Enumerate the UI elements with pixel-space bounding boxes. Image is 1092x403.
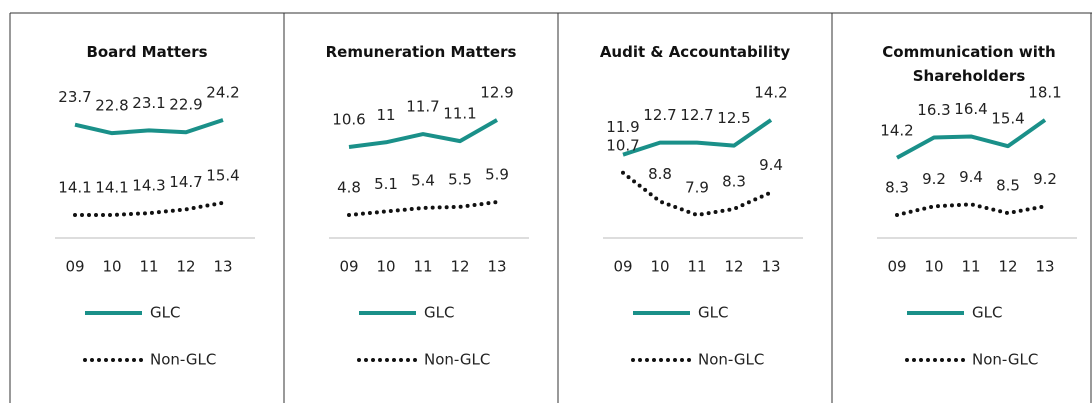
data-label: 24.2: [206, 84, 239, 102]
data-label: 22.8: [95, 97, 128, 115]
data-label: 5.4: [411, 171, 435, 189]
x-tick-label: 12: [450, 258, 469, 276]
data-label: 15.4: [991, 110, 1024, 128]
data-label: 4.8: [337, 179, 361, 197]
series-line: [74, 118, 224, 136]
data-label: 9.2: [1033, 170, 1057, 188]
x-tick-label: 12: [176, 258, 195, 276]
data-label: 10.6: [332, 110, 365, 128]
x-tick-label: 13: [761, 258, 780, 276]
data-label: 14.7: [169, 173, 202, 191]
legend-label: GLC: [698, 304, 728, 322]
x-tick-label: 09: [887, 258, 906, 276]
data-label: 12.7: [643, 106, 676, 124]
data-label: 8.5: [996, 177, 1020, 195]
panel-title: Communication with Shareholders: [882, 43, 1056, 85]
legend-label: Non-GLC: [972, 351, 1038, 369]
data-label: 9.4: [959, 168, 983, 186]
data-label: 18.1: [1028, 84, 1061, 102]
x-tick-label: 09: [613, 258, 632, 276]
data-label: 12.7: [680, 106, 713, 124]
x-tick-label: 11: [413, 258, 432, 276]
x-tick-label: 10: [102, 258, 121, 276]
series-line: [896, 118, 1047, 160]
data-label: 14.1: [58, 179, 91, 197]
data-label: 15.4: [206, 166, 239, 184]
series-line: [895, 202, 1047, 217]
data-label: 8.3: [722, 172, 746, 190]
data-label: 14.1: [95, 179, 128, 197]
data-label: 16.3: [917, 101, 950, 119]
data-label: 23.7: [58, 88, 91, 106]
x-tick-label: 09: [339, 258, 358, 276]
data-label: 5.1: [374, 175, 398, 193]
series-line: [622, 118, 773, 157]
x-tick-label: 11: [961, 258, 980, 276]
x-tick-label: 13: [487, 258, 506, 276]
data-label: 23.1: [132, 94, 165, 112]
data-label: 8.8: [648, 165, 672, 183]
legend-label: Non-GLC: [698, 351, 764, 369]
data-label: 14.2: [880, 121, 913, 139]
series-line: [73, 200, 225, 217]
panel-title: Remuneration Matters: [325, 43, 517, 61]
x-tick-label: 13: [1035, 258, 1054, 276]
data-label: 11.7: [406, 98, 439, 116]
data-label: 14.3: [132, 177, 165, 195]
panel-title: Audit & Accountability: [599, 43, 791, 61]
x-tick-label: 11: [139, 258, 158, 276]
x-tick-label: 12: [998, 258, 1017, 276]
data-label: 9.2: [922, 170, 946, 188]
data-label: 22.9: [169, 96, 202, 114]
data-label: 5.5: [448, 170, 472, 188]
data-label: 12.9: [480, 84, 513, 102]
data-label: 7.9: [685, 179, 709, 197]
legend-label: GLC: [424, 304, 454, 322]
data-label: 12.5: [717, 109, 750, 127]
x-tick-label: 10: [376, 258, 395, 276]
data-label: 11: [376, 106, 395, 124]
data-label: 5.9: [485, 166, 509, 184]
data-label: 9.4: [759, 156, 783, 174]
data-label: 11.1: [443, 105, 476, 123]
x-tick-label: 12: [724, 258, 743, 276]
series-line: [347, 200, 499, 217]
x-tick-label: 11: [687, 258, 706, 276]
series-line: [348, 118, 498, 149]
data-label: 16.4: [954, 100, 987, 118]
legend-label: Non-GLC: [150, 351, 216, 369]
x-tick-label: 10: [650, 258, 669, 276]
legend-label: GLC: [972, 304, 1002, 322]
data-label: 11.9: [606, 118, 639, 136]
x-tick-label: 13: [213, 258, 232, 276]
x-tick-label: 10: [924, 258, 943, 276]
data-label: 8.3: [885, 179, 909, 197]
data-label: 10.7: [606, 136, 639, 154]
legend-label: Non-GLC: [424, 351, 490, 369]
data-label: 14.2: [754, 84, 787, 102]
x-tick-label: 09: [65, 258, 84, 276]
legend-label: GLC: [150, 304, 180, 322]
panel-title: Board Matters: [86, 43, 208, 61]
